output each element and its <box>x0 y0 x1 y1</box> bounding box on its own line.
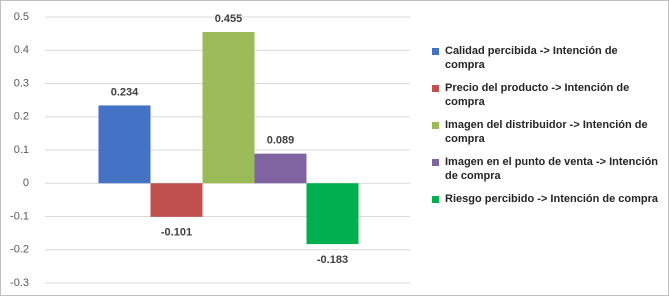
bar <box>202 31 255 184</box>
bar <box>98 105 151 184</box>
legend-item: Imagen en el punto de venta -> Intención… <box>432 155 658 183</box>
legend-swatch <box>432 122 439 129</box>
legend-swatch <box>432 159 439 166</box>
legend-item: Precio del producto -> Intención de comp… <box>432 81 658 109</box>
y-tick-label: 0 <box>23 177 29 189</box>
value-label: -0.101 <box>161 227 192 239</box>
legend-swatch <box>432 48 439 55</box>
legend-label: Imagen en el punto de venta -> Intención… <box>445 156 659 182</box>
bar <box>306 183 359 245</box>
legend-item: Riesgo percibido -> Intención de compra <box>432 192 658 206</box>
y-tick-label: 0.5 <box>14 11 29 23</box>
bar <box>150 183 203 217</box>
legend-swatch <box>432 85 439 92</box>
value-label: 0.455 <box>215 13 243 25</box>
legend-item: Imagen del distribuidor -> Intención de … <box>432 118 658 146</box>
y-tick-label: 0.2 <box>14 111 29 123</box>
y-tick-label: -0.3 <box>10 277 29 289</box>
legend: Calidad percibida -> Intención de compra… <box>432 44 658 215</box>
value-label: 0.234 <box>111 86 139 98</box>
legend-label: Precio del producto -> Intención de comp… <box>445 82 630 108</box>
value-label: 0.089 <box>267 135 295 147</box>
legend-label: Riesgo percibido -> Intención de compra <box>445 193 659 205</box>
y-tick-label: 0.1 <box>14 144 29 156</box>
bar <box>254 153 307 184</box>
y-tick-label: 0.3 <box>14 77 29 89</box>
y-tick-label: -0.2 <box>10 244 29 256</box>
legend-label: Imagen del distribuidor -> Intención de … <box>445 119 648 145</box>
legend-item: Calidad percibida -> Intención de compra <box>432 44 658 72</box>
y-tick-label: 0.4 <box>14 44 29 56</box>
legend-label: Calidad percibida -> Intención de compra <box>445 45 618 71</box>
y-tick-label: -0.1 <box>10 210 29 222</box>
value-label: -0.183 <box>317 254 348 266</box>
legend-swatch <box>432 196 439 203</box>
